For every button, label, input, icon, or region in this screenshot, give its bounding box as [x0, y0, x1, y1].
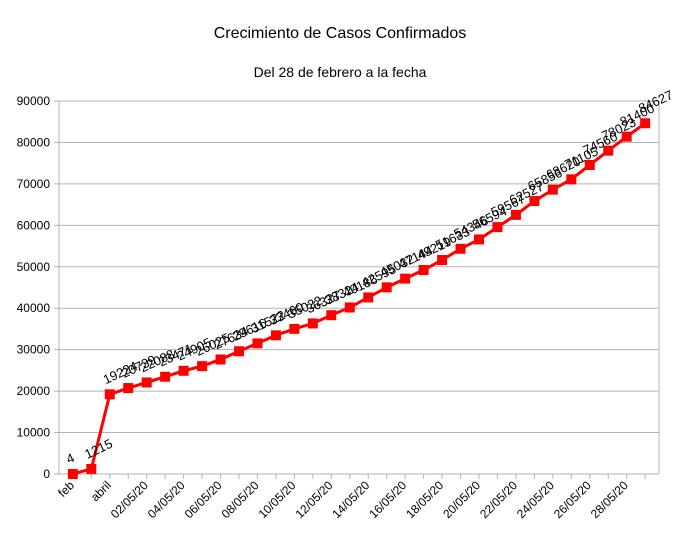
data-point-24 — [510, 209, 521, 220]
series-casos-confirmados — [67, 118, 651, 479]
y-tick-label-80000: 80000 — [17, 135, 51, 149]
data-point-8 — [215, 354, 226, 365]
data-point-31 — [640, 118, 651, 129]
chart-subtitle: Del 28 de febrero a la fecha — [254, 64, 427, 80]
x-tick-label-3: 04/05/20 — [145, 478, 188, 521]
data-point-9 — [234, 346, 244, 357]
x-tick-label-8: 14/05/20 — [329, 478, 372, 521]
y-tick-label-40000: 40000 — [17, 301, 51, 315]
data-point-10 — [252, 338, 263, 349]
data-point-22 — [474, 234, 484, 245]
data-label-0: 4 — [64, 450, 77, 467]
data-point-20 — [437, 255, 448, 266]
x-tick-label-7: 12/05/20 — [292, 478, 335, 521]
x-tick-label-2: 02/05/20 — [108, 478, 151, 521]
data-point-1 — [86, 463, 97, 474]
data-point-16 — [363, 292, 374, 303]
y-tick-label-10000: 10000 — [17, 426, 51, 440]
y-tick-label-0: 0 — [43, 467, 50, 481]
y-tick-label-60000: 60000 — [17, 218, 51, 232]
data-point-18 — [400, 273, 411, 284]
data-point-7 — [197, 361, 208, 372]
data-point-25 — [529, 196, 540, 207]
data-point-0 — [67, 468, 78, 479]
data-point-12 — [289, 323, 300, 334]
y-tick-label-90000: 90000 — [17, 94, 51, 108]
data-point-19 — [418, 265, 429, 276]
x-tick-label-12: 22/05/20 — [477, 478, 520, 521]
data-point-29 — [603, 145, 614, 156]
data-point-5 — [160, 371, 171, 382]
data-point-6 — [178, 365, 189, 376]
x-tick-label-14: 26/05/20 — [551, 478, 594, 521]
x-tick-label-9: 16/05/20 — [366, 478, 409, 521]
x-tick-label-15: 28/05/20 — [588, 478, 631, 521]
x-tick-label-0: feb — [55, 478, 77, 500]
data-point-21 — [455, 243, 466, 254]
data-point-4 — [141, 377, 152, 388]
y-tick-label-50000: 50000 — [17, 260, 51, 274]
x-tick-label-11: 20/05/20 — [440, 478, 483, 521]
grid-lines — [59, 100, 659, 475]
data-point-15 — [344, 302, 355, 313]
data-point-27 — [566, 174, 577, 185]
x-tick-label-1: abril — [88, 478, 114, 504]
data-point-17 — [381, 282, 392, 293]
data-label-31: 84627 — [636, 87, 675, 116]
x-axis-ticks: feb abril02/05/2004/05/2006/05/2008/05/20… — [55, 474, 646, 521]
data-point-26 — [547, 184, 558, 195]
chart-title: Crecimiento de Casos Confirmados — [214, 25, 467, 42]
data-point-30 — [621, 131, 632, 142]
axes — [58, 101, 660, 475]
data-point-11 — [270, 330, 281, 341]
data-point-23 — [492, 222, 503, 233]
y-tick-label-30000: 30000 — [17, 343, 51, 357]
y-tick-label-70000: 70000 — [17, 177, 51, 191]
x-tick-label-10: 18/05/20 — [403, 478, 446, 521]
y-tick-label-20000: 20000 — [17, 384, 51, 398]
x-tick-label-4: 06/05/20 — [182, 478, 225, 521]
data-point-3 — [123, 383, 134, 394]
data-point-28 — [584, 159, 595, 170]
data-labels: 4 121519224207392208823471249052602527634… — [64, 87, 675, 467]
data-point-2 — [104, 389, 115, 400]
x-tick-label-5: 08/05/20 — [219, 478, 262, 521]
data-point-13 — [307, 318, 318, 329]
data-point-14 — [326, 310, 337, 321]
x-tick-label-6: 10/05/20 — [256, 478, 299, 521]
data-label-1: 1215 — [82, 436, 115, 462]
y-axis-ticks: 0 10000 20000 30000 40000 50000 60000 70000 8000… — [17, 94, 59, 481]
x-tick-label-13: 24/05/20 — [514, 478, 557, 521]
